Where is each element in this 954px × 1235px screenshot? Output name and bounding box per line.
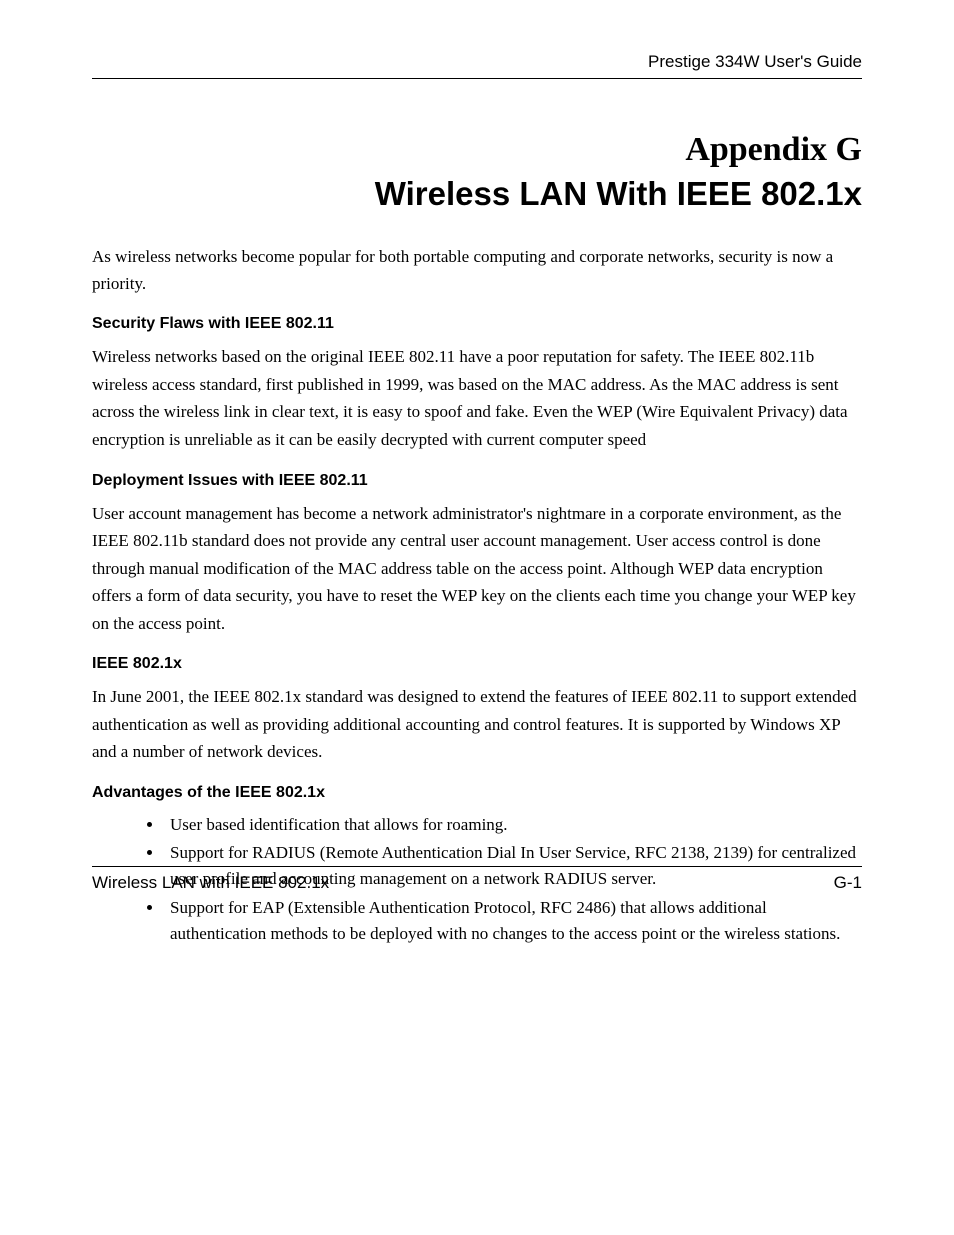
page-title: Wireless LAN With IEEE 802.1x <box>92 175 862 213</box>
page: Prestige 334W User's Guide Appendix G Wi… <box>0 0 954 1235</box>
footer-rule <box>92 866 862 867</box>
header-rule <box>92 78 862 79</box>
section-heading-security-flaws: Security Flaws with IEEE 802.11 <box>92 315 862 333</box>
running-header: Prestige 334W User's Guide <box>92 52 862 72</box>
list-item: User based identification that allows fo… <box>164 812 862 838</box>
section-heading-deployment-issues: Deployment Issues with IEEE 802.11 <box>92 472 862 490</box>
intro-paragraph: As wireless networks become popular for … <box>92 243 862 297</box>
section-body-security-flaws: Wireless networks based on the original … <box>92 343 862 453</box>
section-body-deployment-issues: User account management has become a net… <box>92 500 862 638</box>
list-item: Support for EAP (Extensible Authenticati… <box>164 895 862 948</box>
section-heading-ieee-8021x: IEEE 802.1x <box>92 655 862 673</box>
page-footer: Wireless LAN with IEEE 802.1x G-1 <box>92 866 862 893</box>
section-body-ieee-8021x: In June 2001, the IEEE 802.1x standard w… <box>92 683 862 766</box>
appendix-label: Appendix G <box>92 131 862 169</box>
footer-right: G-1 <box>834 873 862 893</box>
footer-left: Wireless LAN with IEEE 802.1x <box>92 873 329 893</box>
section-heading-advantages: Advantages of the IEEE 802.1x <box>92 784 862 802</box>
